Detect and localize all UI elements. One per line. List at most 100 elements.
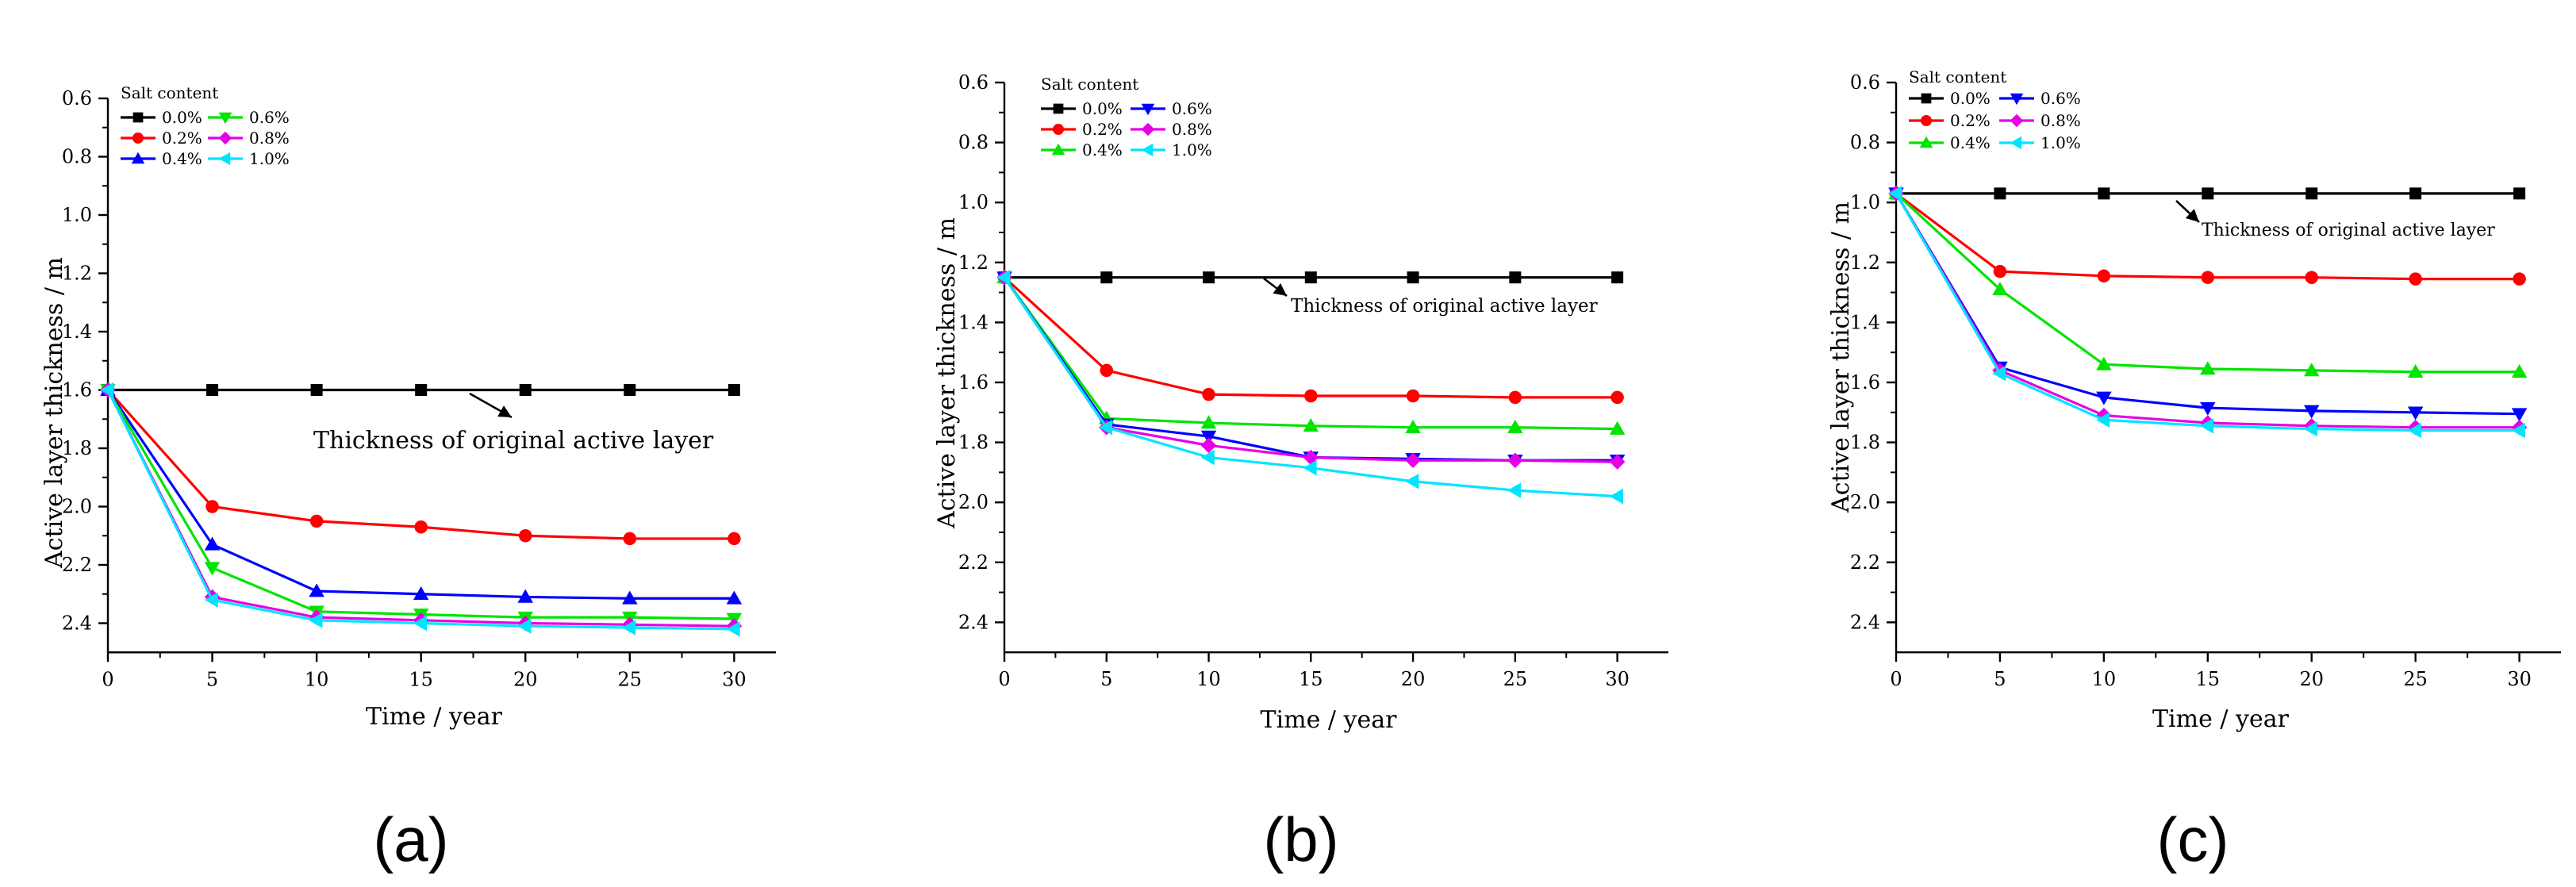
x-tick-label: 15	[409, 668, 433, 690]
data-point	[1099, 419, 1113, 436]
legend-label: 0.0%	[1082, 99, 1123, 118]
y-tick-label: 1.0	[958, 191, 989, 213]
data-point	[2409, 187, 2422, 200]
legend-label: 1.0%	[249, 149, 290, 168]
y-tick-label: 1.2	[62, 263, 92, 285]
data-point	[2097, 269, 2111, 283]
legend-label: 0.2%	[1950, 111, 1991, 130]
legend-marker	[1052, 123, 1065, 136]
data-point	[517, 618, 532, 634]
y-tick-label: 2.2	[958, 551, 989, 574]
series-0-2pct	[997, 271, 1624, 405]
legend-label: 0.8%	[2040, 111, 2081, 130]
legend-marker	[1141, 103, 1155, 116]
x-tick-label: 30	[2507, 668, 2532, 690]
x-tick-label: 20	[513, 668, 538, 690]
data-point	[2200, 361, 2216, 375]
annotation-arrow-head	[2185, 209, 2199, 222]
data-point	[2513, 272, 2526, 286]
y-tick-label: 0.6	[1850, 71, 1880, 94]
legend-entry: 0.6%	[1131, 99, 1212, 118]
annotation-arrow-head	[1273, 282, 1287, 296]
data-point	[414, 520, 428, 534]
data-point	[1507, 482, 1522, 498]
legend: Salt content 0.0% 0.6% 0.2% 0.8% 0.4% 1.0%	[1909, 67, 2081, 152]
y-tick-label: 1.0	[62, 204, 92, 226]
legend-entry: 0.6%	[1999, 89, 2081, 108]
y-axis-title: Active layer thickness / m	[1827, 202, 1855, 513]
legend-marker	[1921, 93, 1932, 104]
legend-entry: 0.4%	[1041, 140, 1123, 159]
data-point	[2098, 187, 2110, 200]
data-point	[1200, 430, 1217, 444]
legend-entry: 0.0%	[121, 108, 202, 127]
legend-label: 0.4%	[1082, 140, 1123, 159]
y-tick-label: 2.0	[1850, 491, 1880, 513]
data-point	[204, 592, 218, 608]
data-point	[2407, 406, 2424, 420]
y-tick-label: 0.8	[1850, 132, 1880, 154]
legend-marker	[131, 152, 145, 164]
legend-label: 0.6%	[249, 108, 290, 127]
data-point	[624, 384, 636, 396]
y-tick-label: 1.4	[1850, 311, 1880, 333]
x-tick-label: 10	[1196, 668, 1221, 690]
x-tick-label: 5	[1100, 668, 1112, 690]
legend-entry: 0.2%	[1909, 111, 1991, 130]
y-tick-label: 0.8	[958, 132, 989, 154]
legend: Salt content 0.0% 0.6% 0.2% 0.8% 0.4% 1.0%	[121, 83, 290, 168]
y-axis-title: Active layer thickness / m	[933, 217, 961, 529]
legend-marker	[1141, 143, 1154, 157]
data-point	[1304, 271, 1317, 284]
data-point	[1100, 363, 1114, 378]
y-tick-label: 1.8	[958, 432, 989, 454]
data-point	[2305, 271, 2318, 284]
legend-label: 0.8%	[249, 129, 290, 148]
legend-title: Salt content	[1041, 75, 1138, 94]
legend-title: Salt content	[1909, 67, 2006, 86]
data-point	[726, 590, 743, 605]
data-point	[2407, 422, 2421, 439]
data-point	[1200, 449, 1215, 466]
legend-marker	[132, 112, 144, 123]
data-point	[1304, 389, 1318, 403]
x-tick-label: 10	[2092, 668, 2117, 690]
y-tick-label: 1.6	[958, 371, 989, 394]
data-point	[1200, 415, 1217, 429]
y-tick-label: 2.4	[958, 611, 989, 633]
y-tick-label: 0.8	[62, 146, 92, 168]
legend-marker	[218, 112, 232, 125]
y-tick-label: 1.2	[1850, 252, 1880, 274]
legend-entry: 0.2%	[1041, 120, 1123, 139]
x-tick-label: 20	[1401, 668, 1426, 690]
legend-label: 1.0%	[2040, 133, 2081, 152]
x-tick-label: 25	[618, 668, 643, 690]
legend-label: 0.2%	[1082, 120, 1123, 139]
legend-entry: 1.0%	[208, 149, 290, 168]
data-point	[205, 500, 219, 513]
legend-marker	[1920, 114, 1933, 127]
x-axis-title: Time / year	[1261, 706, 1398, 734]
data-point	[727, 384, 740, 396]
data-point	[1202, 387, 1215, 401]
series-1-0pct	[100, 382, 740, 637]
data-point	[1100, 271, 1113, 284]
data-point	[1609, 488, 1623, 505]
y-tick-label: 1.8	[1850, 432, 1880, 454]
data-point	[2511, 408, 2528, 422]
data-point	[204, 562, 221, 576]
legend-label: 0.4%	[1950, 133, 1991, 152]
legend-marker	[132, 132, 144, 144]
legend: Salt content 0.0% 0.6% 0.2% 0.8% 0.4% 1.0%	[1041, 75, 1212, 159]
annotation: Thickness of original active layer	[2175, 200, 2495, 240]
series-line	[106, 389, 735, 540]
data-point	[2304, 363, 2320, 377]
data-point	[2407, 364, 2424, 378]
x-tick-label: 5	[1994, 668, 2006, 690]
data-point	[1200, 437, 1217, 454]
y-axis-title: Active layer thickness / m	[40, 257, 68, 569]
data-point	[1405, 473, 1419, 490]
legend-marker	[1919, 136, 1933, 148]
series-0-4pct	[1888, 186, 2528, 378]
data-point	[1888, 186, 1902, 202]
